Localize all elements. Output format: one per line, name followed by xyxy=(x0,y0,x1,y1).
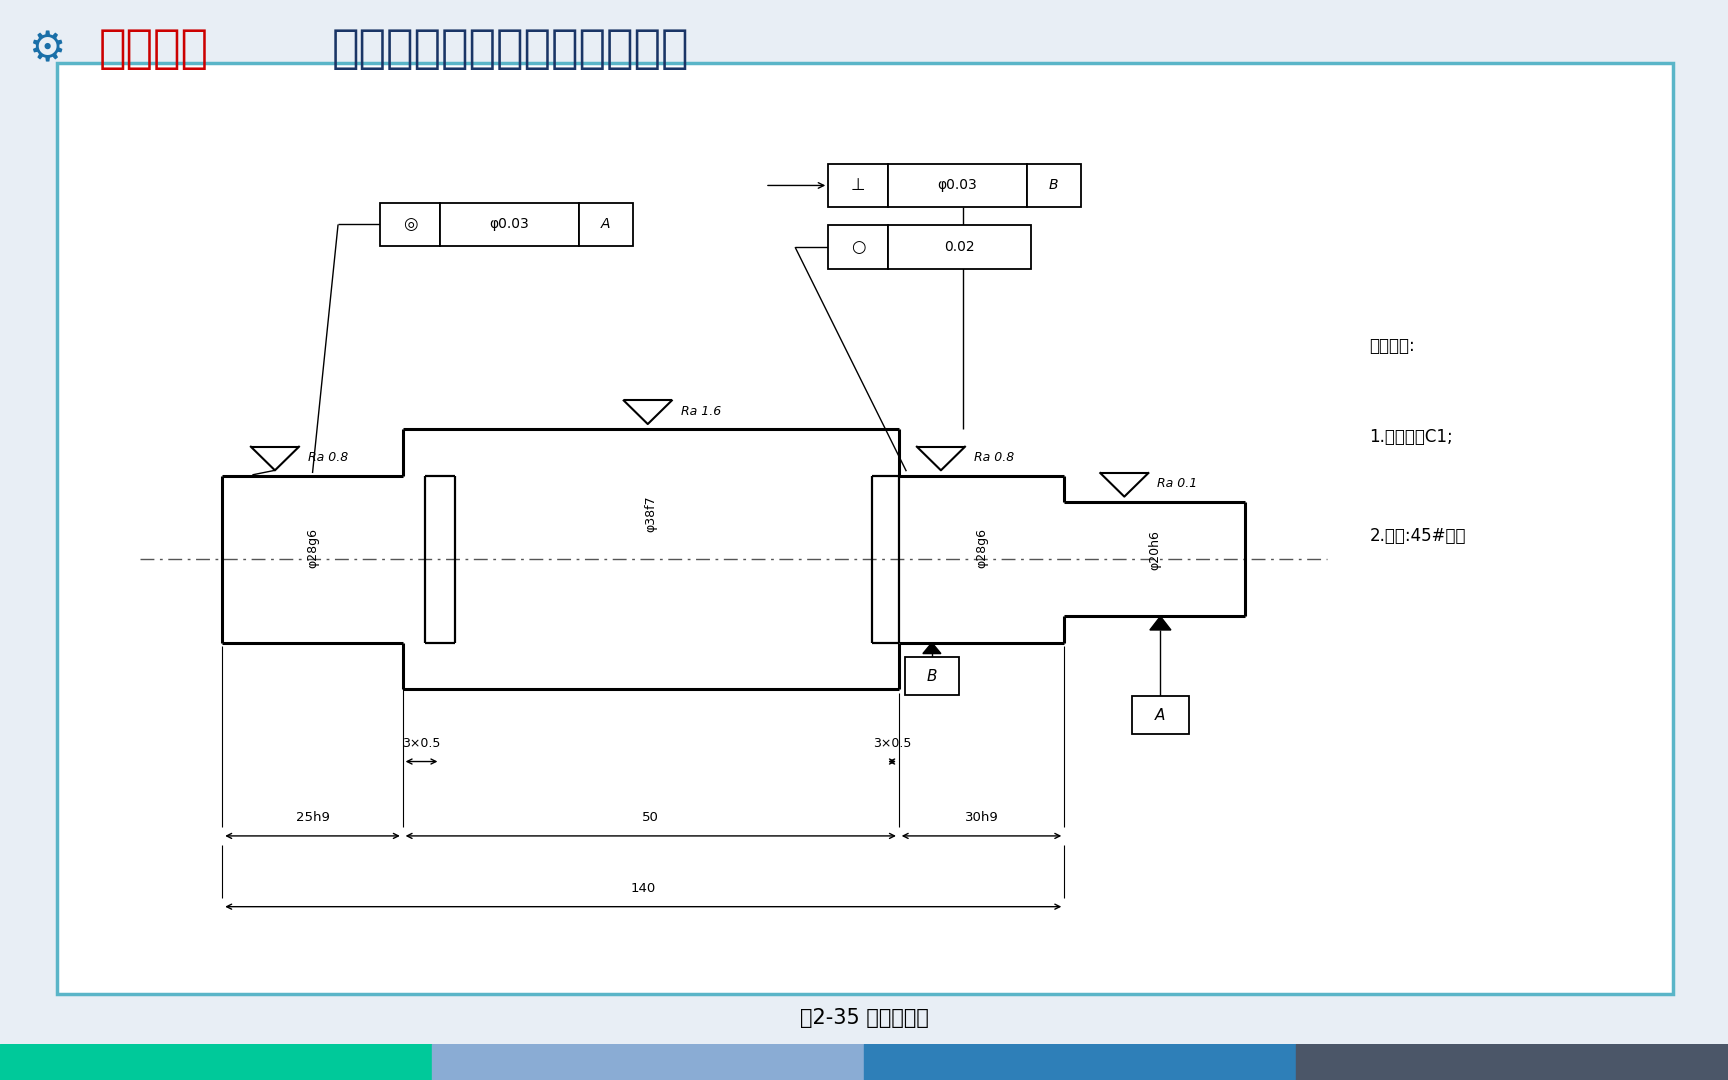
Text: 外圆表面: 外圆表面 xyxy=(98,27,209,72)
Text: A: A xyxy=(601,217,610,231)
Text: φ20h6: φ20h6 xyxy=(1147,530,1161,570)
Bar xyxy=(1132,697,1189,734)
Text: Ra 0.8: Ra 0.8 xyxy=(308,450,349,463)
Bar xyxy=(828,226,888,269)
Text: 3×0.5: 3×0.5 xyxy=(873,737,911,750)
Bar xyxy=(1026,164,1080,207)
Text: 图2-35 阶梯轴零件: 图2-35 阶梯轴零件 xyxy=(800,1009,928,1028)
Text: ⚙: ⚙ xyxy=(28,29,66,70)
Text: φ38f7: φ38f7 xyxy=(645,496,657,532)
Text: 图纸分析及加工（轴的加工）: 图纸分析及加工（轴的加工） xyxy=(332,27,689,72)
Text: 技术要求:: 技术要求: xyxy=(1369,337,1415,355)
Text: 50: 50 xyxy=(643,811,658,824)
Text: 0.02: 0.02 xyxy=(945,240,975,254)
Text: φ28g6: φ28g6 xyxy=(975,528,988,568)
Text: 25h9: 25h9 xyxy=(295,811,330,824)
Bar xyxy=(380,203,441,246)
Bar xyxy=(0,1044,432,1080)
Text: φ0.03: φ0.03 xyxy=(489,217,529,231)
Bar xyxy=(1296,1044,1728,1080)
Bar xyxy=(888,226,1032,269)
Bar xyxy=(579,203,632,246)
Bar xyxy=(828,164,888,207)
Polygon shape xyxy=(1149,617,1172,630)
Text: Ra 0.1: Ra 0.1 xyxy=(1158,477,1198,490)
Text: 30h9: 30h9 xyxy=(964,811,999,824)
Polygon shape xyxy=(923,643,942,653)
Text: Ra 1.6: Ra 1.6 xyxy=(681,405,721,418)
Text: 140: 140 xyxy=(631,882,657,895)
Bar xyxy=(432,1044,864,1080)
Text: φ0.03: φ0.03 xyxy=(938,178,978,192)
Bar xyxy=(57,63,1673,994)
Text: ○: ○ xyxy=(850,239,866,256)
Text: 1.倒角均为C1;: 1.倒角均为C1; xyxy=(1369,428,1453,446)
Text: ◎: ◎ xyxy=(403,216,418,233)
Text: ⊥: ⊥ xyxy=(850,176,866,194)
Bar xyxy=(441,203,579,246)
Text: B: B xyxy=(926,669,937,684)
Text: A: A xyxy=(1156,707,1166,723)
Text: 2.材料:45#钢。: 2.材料:45#钢。 xyxy=(1369,527,1465,545)
Text: B: B xyxy=(1049,178,1059,192)
Bar xyxy=(864,1044,1296,1080)
Bar xyxy=(905,658,959,696)
Text: Ra 0.8: Ra 0.8 xyxy=(975,450,1014,463)
Bar xyxy=(888,164,1026,207)
Text: φ28g6: φ28g6 xyxy=(306,528,320,568)
Text: 3×0.5: 3×0.5 xyxy=(403,737,441,750)
